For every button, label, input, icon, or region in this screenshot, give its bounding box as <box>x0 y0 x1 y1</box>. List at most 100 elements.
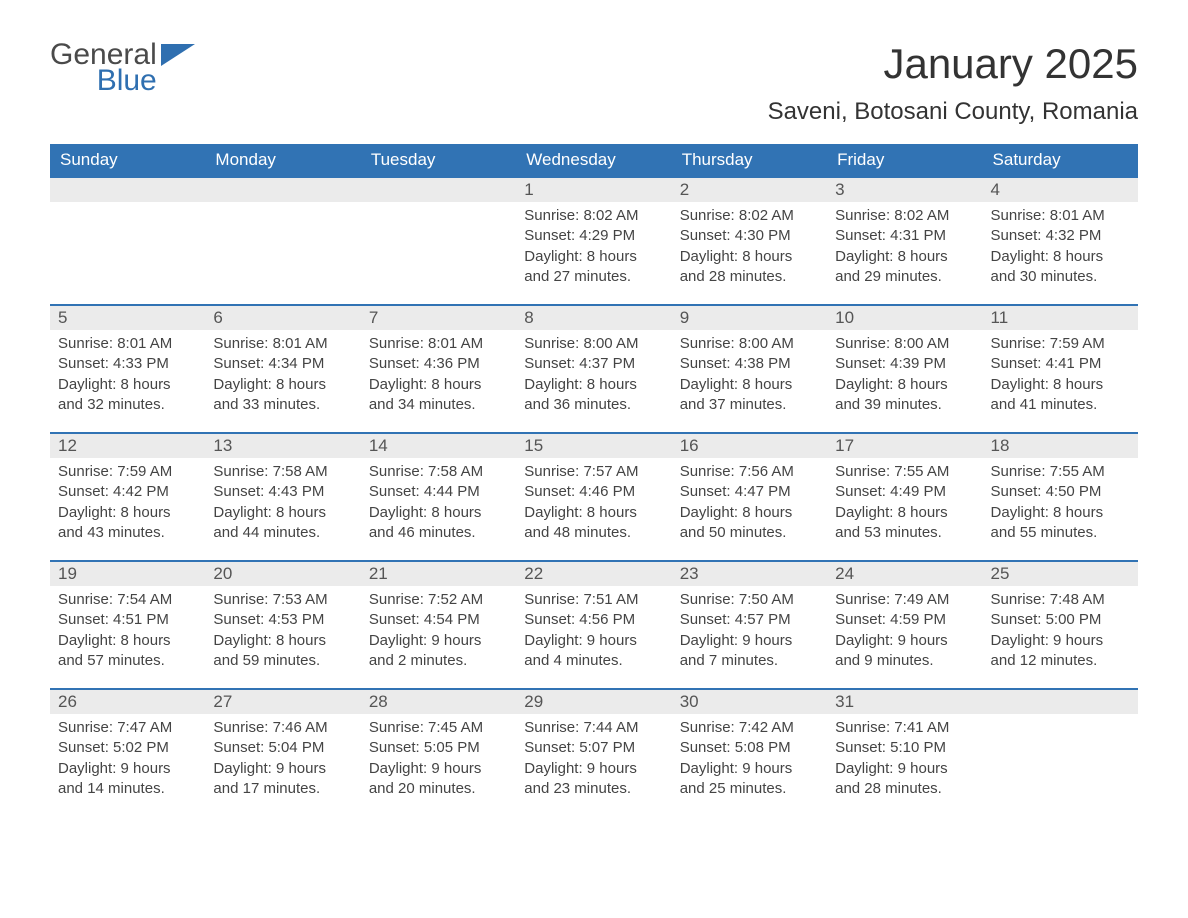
day-content: Sunrise: 8:01 AMSunset: 4:34 PMDaylight:… <box>205 330 360 425</box>
daylight-text: Daylight: 9 hours and 25 minutes. <box>680 759 819 800</box>
logo: General Blue <box>50 40 195 96</box>
day-content: Sunrise: 8:01 AMSunset: 4:32 PMDaylight:… <box>983 202 1138 297</box>
daylight-text: Daylight: 8 hours and 27 minutes. <box>524 247 663 288</box>
sunrise-text: Sunrise: 7:59 AM <box>991 334 1130 354</box>
day-number: 4 <box>983 178 1138 202</box>
sunrise-text: Sunrise: 7:48 AM <box>991 590 1130 610</box>
day-content: Sunrise: 7:59 AMSunset: 4:42 PMDaylight:… <box>50 458 205 553</box>
calendar-day-cell: 31Sunrise: 7:41 AMSunset: 5:10 PMDayligh… <box>827 689 982 817</box>
daylight-text: Daylight: 9 hours and 20 minutes. <box>369 759 508 800</box>
day-content: Sunrise: 7:47 AMSunset: 5:02 PMDaylight:… <box>50 714 205 809</box>
sunset-text: Sunset: 4:42 PM <box>58 482 197 502</box>
calendar-day-cell: 18Sunrise: 7:55 AMSunset: 4:50 PMDayligh… <box>983 433 1138 561</box>
month-title: January 2025 <box>768 40 1138 88</box>
logo-flag-icon <box>161 44 195 70</box>
day-content: Sunrise: 8:00 AMSunset: 4:38 PMDaylight:… <box>672 330 827 425</box>
sunset-text: Sunset: 4:32 PM <box>991 226 1130 246</box>
calendar-day-cell: 2Sunrise: 8:02 AMSunset: 4:30 PMDaylight… <box>672 177 827 305</box>
sunset-text: Sunset: 4:56 PM <box>524 610 663 630</box>
calendar-day-cell: 30Sunrise: 7:42 AMSunset: 5:08 PMDayligh… <box>672 689 827 817</box>
sunset-text: Sunset: 4:30 PM <box>680 226 819 246</box>
day-content: Sunrise: 7:42 AMSunset: 5:08 PMDaylight:… <box>672 714 827 809</box>
day-number <box>361 178 516 202</box>
sunset-text: Sunset: 5:10 PM <box>835 738 974 758</box>
sunrise-text: Sunrise: 8:01 AM <box>213 334 352 354</box>
calendar-week-row: 1Sunrise: 8:02 AMSunset: 4:29 PMDaylight… <box>50 177 1138 305</box>
col-monday: Monday <box>205 144 360 177</box>
daylight-text: Daylight: 8 hours and 32 minutes. <box>58 375 197 416</box>
sunrise-text: Sunrise: 8:02 AM <box>680 206 819 226</box>
sunset-text: Sunset: 5:04 PM <box>213 738 352 758</box>
daylight-text: Daylight: 8 hours and 39 minutes. <box>835 375 974 416</box>
calendar-day-cell: 14Sunrise: 7:58 AMSunset: 4:44 PMDayligh… <box>361 433 516 561</box>
calendar-day-cell: 22Sunrise: 7:51 AMSunset: 4:56 PMDayligh… <box>516 561 671 689</box>
calendar-day-cell: 5Sunrise: 8:01 AMSunset: 4:33 PMDaylight… <box>50 305 205 433</box>
daylight-text: Daylight: 9 hours and 17 minutes. <box>213 759 352 800</box>
calendar-table: Sunday Monday Tuesday Wednesday Thursday… <box>50 144 1138 817</box>
day-number <box>983 690 1138 714</box>
day-content: Sunrise: 7:53 AMSunset: 4:53 PMDaylight:… <box>205 586 360 681</box>
day-content: Sunrise: 7:41 AMSunset: 5:10 PMDaylight:… <box>827 714 982 809</box>
sunset-text: Sunset: 4:54 PM <box>369 610 508 630</box>
calendar-day-cell: 9Sunrise: 8:00 AMSunset: 4:38 PMDaylight… <box>672 305 827 433</box>
sunset-text: Sunset: 5:00 PM <box>991 610 1130 630</box>
day-number: 3 <box>827 178 982 202</box>
sunset-text: Sunset: 4:39 PM <box>835 354 974 374</box>
calendar-day-cell: 19Sunrise: 7:54 AMSunset: 4:51 PMDayligh… <box>50 561 205 689</box>
day-number: 24 <box>827 562 982 586</box>
day-number: 27 <box>205 690 360 714</box>
day-number: 14 <box>361 434 516 458</box>
daylight-text: Daylight: 8 hours and 30 minutes. <box>991 247 1130 288</box>
sunrise-text: Sunrise: 8:01 AM <box>369 334 508 354</box>
calendar-day-cell: 6Sunrise: 8:01 AMSunset: 4:34 PMDaylight… <box>205 305 360 433</box>
day-content: Sunrise: 7:46 AMSunset: 5:04 PMDaylight:… <box>205 714 360 809</box>
day-content: Sunrise: 8:02 AMSunset: 4:29 PMDaylight:… <box>516 202 671 297</box>
sunrise-text: Sunrise: 8:01 AM <box>991 206 1130 226</box>
calendar-day-cell: 13Sunrise: 7:58 AMSunset: 4:43 PMDayligh… <box>205 433 360 561</box>
day-number: 8 <box>516 306 671 330</box>
calendar-day-cell <box>361 177 516 305</box>
day-number: 22 <box>516 562 671 586</box>
sunset-text: Sunset: 4:43 PM <box>213 482 352 502</box>
sunset-text: Sunset: 5:02 PM <box>58 738 197 758</box>
day-content: Sunrise: 8:01 AMSunset: 4:33 PMDaylight:… <box>50 330 205 425</box>
calendar-week-row: 26Sunrise: 7:47 AMSunset: 5:02 PMDayligh… <box>50 689 1138 817</box>
day-content: Sunrise: 7:48 AMSunset: 5:00 PMDaylight:… <box>983 586 1138 681</box>
day-number: 13 <box>205 434 360 458</box>
col-friday: Friday <box>827 144 982 177</box>
daylight-text: Daylight: 8 hours and 34 minutes. <box>369 375 508 416</box>
day-content: Sunrise: 7:57 AMSunset: 4:46 PMDaylight:… <box>516 458 671 553</box>
calendar-week-row: 12Sunrise: 7:59 AMSunset: 4:42 PMDayligh… <box>50 433 1138 561</box>
calendar-week-row: 19Sunrise: 7:54 AMSunset: 4:51 PMDayligh… <box>50 561 1138 689</box>
sunset-text: Sunset: 4:33 PM <box>58 354 197 374</box>
sunset-text: Sunset: 5:07 PM <box>524 738 663 758</box>
daylight-text: Daylight: 9 hours and 28 minutes. <box>835 759 974 800</box>
sunset-text: Sunset: 4:53 PM <box>213 610 352 630</box>
day-number: 15 <box>516 434 671 458</box>
day-content: Sunrise: 7:58 AMSunset: 4:44 PMDaylight:… <box>361 458 516 553</box>
sunset-text: Sunset: 4:59 PM <box>835 610 974 630</box>
day-number: 1 <box>516 178 671 202</box>
day-number: 12 <box>50 434 205 458</box>
sunrise-text: Sunrise: 7:42 AM <box>680 718 819 738</box>
daylight-text: Daylight: 9 hours and 9 minutes. <box>835 631 974 672</box>
sunset-text: Sunset: 4:57 PM <box>680 610 819 630</box>
calendar-day-cell: 17Sunrise: 7:55 AMSunset: 4:49 PMDayligh… <box>827 433 982 561</box>
daylight-text: Daylight: 8 hours and 28 minutes. <box>680 247 819 288</box>
calendar-day-cell: 27Sunrise: 7:46 AMSunset: 5:04 PMDayligh… <box>205 689 360 817</box>
daylight-text: Daylight: 9 hours and 12 minutes. <box>991 631 1130 672</box>
day-content: Sunrise: 8:00 AMSunset: 4:39 PMDaylight:… <box>827 330 982 425</box>
daylight-text: Daylight: 8 hours and 50 minutes. <box>680 503 819 544</box>
calendar-day-cell: 21Sunrise: 7:52 AMSunset: 4:54 PMDayligh… <box>361 561 516 689</box>
daylight-text: Daylight: 8 hours and 53 minutes. <box>835 503 974 544</box>
calendar-day-cell: 1Sunrise: 8:02 AMSunset: 4:29 PMDaylight… <box>516 177 671 305</box>
day-number: 31 <box>827 690 982 714</box>
day-content: Sunrise: 7:58 AMSunset: 4:43 PMDaylight:… <box>205 458 360 553</box>
calendar-day-cell: 23Sunrise: 7:50 AMSunset: 4:57 PMDayligh… <box>672 561 827 689</box>
sunrise-text: Sunrise: 7:50 AM <box>680 590 819 610</box>
day-content: Sunrise: 8:02 AMSunset: 4:31 PMDaylight:… <box>827 202 982 297</box>
daylight-text: Daylight: 8 hours and 29 minutes. <box>835 247 974 288</box>
daylight-text: Daylight: 9 hours and 14 minutes. <box>58 759 197 800</box>
day-content: Sunrise: 7:44 AMSunset: 5:07 PMDaylight:… <box>516 714 671 809</box>
daylight-text: Daylight: 9 hours and 23 minutes. <box>524 759 663 800</box>
